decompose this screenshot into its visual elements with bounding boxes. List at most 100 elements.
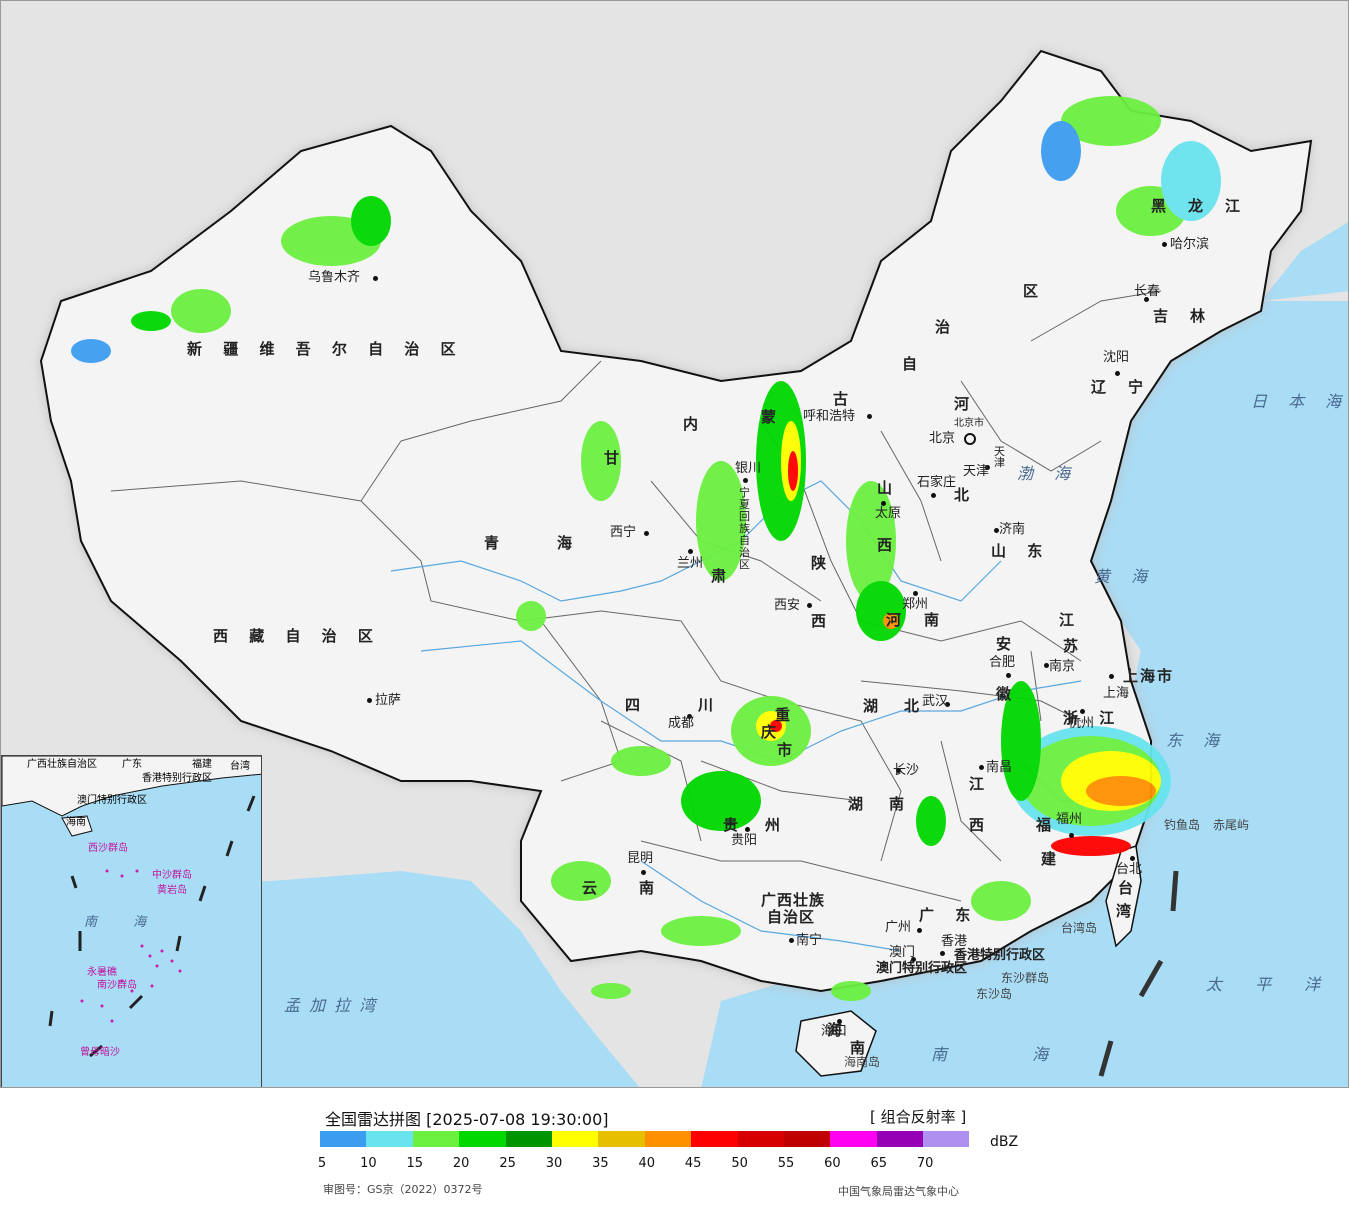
jl-1: 吉 xyxy=(1153,307,1191,325)
label-shandong: 山 东 xyxy=(991,542,1051,560)
label-hubei-2: 北 xyxy=(904,697,928,715)
scale-swatch-0 xyxy=(320,1131,367,1147)
city-kunming[interactable]: 昆明 xyxy=(627,851,654,866)
city-taiyuan[interactable]: 太原 xyxy=(875,506,902,521)
city-yinchuan[interactable]: 银川 xyxy=(735,461,762,476)
label-guangxi-2: 自治区 xyxy=(767,908,816,926)
city-guangzhou[interactable]: 广州 xyxy=(885,920,912,935)
sea-bengal xyxy=(262,871,640,1087)
scale-swatch-5 xyxy=(551,1131,599,1147)
city-macau[interactable]: 澳门 xyxy=(889,945,916,960)
city-changchun[interactable]: 长春 xyxy=(1134,284,1161,299)
dot-kunming xyxy=(641,870,646,875)
city-zhengzhou[interactable]: 郑州 xyxy=(902,597,929,612)
city-taipei[interactable]: 台北 xyxy=(1116,862,1143,877)
sea-yellow: 黄 海 xyxy=(1094,567,1156,586)
label-hunan-2: 南 xyxy=(889,795,913,813)
city-beijing[interactable]: 北京 xyxy=(929,431,956,446)
dot-hangzhou xyxy=(1080,709,1085,714)
city-guiyang[interactable]: 贵阳 xyxy=(731,833,758,848)
sea-japan: 日 本 海 xyxy=(1251,392,1349,411)
sea-pacific: 太 平 洋 xyxy=(1206,975,1335,994)
legend-panel: 全国雷达拼图 [2025-07-08 19:30:00] [ 组合反射率 ] 5… xyxy=(0,1088,1349,1208)
city-urumqi[interactable]: 乌鲁木齐 xyxy=(308,270,361,285)
city-xining[interactable]: 西宁 xyxy=(610,525,637,540)
label-guangxi-1: 广西壮族 xyxy=(761,891,826,909)
dot-nanchang xyxy=(979,765,984,770)
label-hubei-1: 湖 xyxy=(863,697,887,715)
hlj-1: 黑 xyxy=(1151,197,1189,215)
city-lanzhou[interactable]: 兰州 xyxy=(677,556,704,571)
city-wuhan[interactable]: 武汉 xyxy=(922,694,949,709)
label-jiangsu-2: 苏 xyxy=(1063,637,1087,655)
label-henan-2: 南 xyxy=(924,611,948,629)
sea-bohai: 渤 海 xyxy=(1017,464,1079,483)
sea-area xyxy=(701,301,1348,1087)
product-name: [ 组合反射率 ] xyxy=(870,1108,967,1126)
scale-swatch-12 xyxy=(876,1131,924,1147)
city-hangzhou[interactable]: 杭州 xyxy=(1068,716,1095,731)
map-svg xyxy=(39,49,1348,1087)
city-hefei[interactable]: 合肥 xyxy=(989,655,1016,670)
label-cq-3: 市 xyxy=(777,741,801,759)
label-neimenggu-5: 治 xyxy=(935,318,959,336)
label-cq-1: 重 xyxy=(775,706,799,724)
ln-1: 辽 xyxy=(1091,378,1129,396)
label-xinjiang: 新 疆 维 吾 尔 自 治 区 xyxy=(187,340,464,358)
city-tianjin[interactable]: 天津 xyxy=(963,464,990,479)
inset-yongshu: 永暑礁 xyxy=(87,967,117,978)
label-fujian-1: 福 xyxy=(1036,816,1060,834)
city-shanghai[interactable]: 上海 xyxy=(1103,686,1130,701)
label-shanxi-1: 山 xyxy=(877,479,901,497)
city-nanjing[interactable]: 南京 xyxy=(1049,659,1076,674)
scale-swatch-3 xyxy=(459,1131,506,1147)
label-qinghai-2: 海 xyxy=(557,534,581,552)
label-sichuan-1: 四 xyxy=(625,696,649,714)
label-cq-2: 庆 xyxy=(761,723,785,741)
city-haikou[interactable]: 海口 xyxy=(821,1024,848,1039)
label-shanxi-2: 西 xyxy=(877,536,901,554)
hlj-2: 龙 xyxy=(1188,197,1226,215)
dot-jinan xyxy=(994,528,999,533)
label-hainan-1: 海 xyxy=(827,1021,851,1039)
label-fujian-2: 建 xyxy=(1041,850,1065,868)
dot-taiyuan xyxy=(881,501,886,506)
city-shenyang[interactable]: 沈阳 xyxy=(1103,350,1130,365)
city-nanning[interactable]: 南宁 xyxy=(796,933,823,948)
city-nanchang[interactable]: 南昌 xyxy=(986,760,1013,775)
jl-2: 林 xyxy=(1190,307,1228,325)
label-yunnan-1: 云 xyxy=(582,879,606,897)
label-ningxia: 宁夏回族自治区 xyxy=(739,486,750,571)
label-gansu-1: 甘 xyxy=(604,449,628,467)
city-harbin[interactable]: 哈尔滨 xyxy=(1170,237,1210,252)
radar-map[interactable]: 新 疆 维 吾 尔 自 治 区 西 藏 自 治 区 青 海 甘 肃 内 蒙 古 … xyxy=(0,0,1349,1088)
dot-macau xyxy=(911,957,916,962)
city-fuzhou[interactable]: 福州 xyxy=(1056,812,1083,827)
boundary-marks xyxy=(1098,870,1179,1077)
city-shijiazhuang[interactable]: 石家庄 xyxy=(917,475,957,490)
dot-hohhot xyxy=(867,414,872,419)
city-chengdu[interactable]: 成都 xyxy=(668,716,695,731)
label-taiwan-1: 台 xyxy=(1118,879,1142,897)
city-lhasa[interactable]: 拉萨 xyxy=(375,693,402,708)
label-heilongjiang: 黑龙江 xyxy=(1151,199,1262,214)
dot-shanghai xyxy=(1109,674,1114,679)
island-chiwei: 赤尾屿 xyxy=(1213,818,1250,832)
dot-shijiazhuang xyxy=(931,493,936,498)
scale-tick-35: 35 xyxy=(592,1156,609,1171)
city-hongkong[interactable]: 香港 xyxy=(941,934,968,949)
label-taiwan-2: 湾 xyxy=(1116,902,1140,920)
city-hohhot[interactable]: 呼和浩特 xyxy=(803,409,856,424)
dot-zhengzhou xyxy=(913,591,918,596)
label-zhejiang: 浙 江 xyxy=(1063,709,1123,727)
city-changsha[interactable]: 长沙 xyxy=(893,763,920,778)
label-jiangxi-1: 江 xyxy=(969,775,993,793)
label-liaoning: 辽宁 xyxy=(1091,380,1165,395)
island-dongsha-group: 东沙群岛 xyxy=(1001,971,1050,985)
label-hebei-1: 河 xyxy=(954,395,978,413)
city-xian[interactable]: 西安 xyxy=(774,598,801,613)
scale-swatch-8 xyxy=(691,1131,738,1147)
scale-tick-65: 65 xyxy=(870,1156,888,1171)
city-jinan[interactable]: 济南 xyxy=(999,522,1026,537)
